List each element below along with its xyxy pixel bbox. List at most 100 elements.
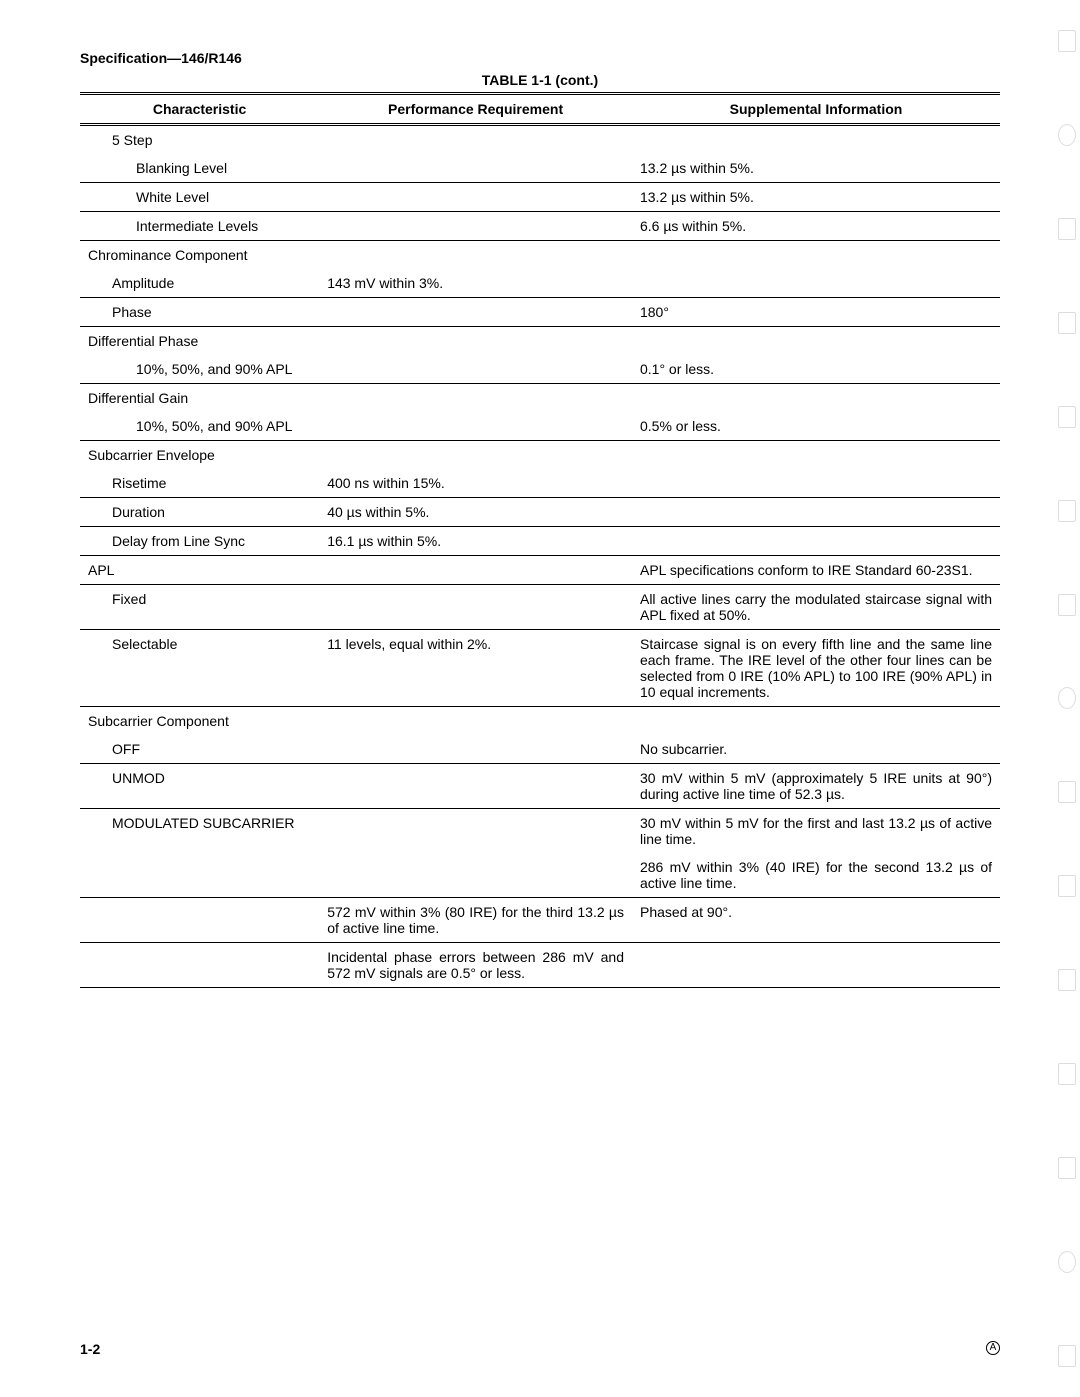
- row-modulated-subcarrier-4: Incidental phase errors between 286 mV a…: [80, 943, 1000, 988]
- cell-risetime: Risetime: [80, 469, 319, 498]
- table-header-row: Characteristic Performance Requirement S…: [80, 94, 1000, 125]
- col-performance-requirement: Performance Requirement: [319, 94, 632, 125]
- cell-empty: [319, 154, 632, 183]
- row-blanking-level: Blanking Level 13.2 µs within 5%.: [80, 154, 1000, 183]
- cell-unmod: UNMOD: [80, 764, 319, 809]
- cell-fixed: Fixed: [80, 585, 319, 630]
- cell-modulated-subcarrier-supp1: 30 mV within 5 mV for the first and last…: [632, 809, 1000, 854]
- row-subcarrier-envelope: Subcarrier Envelope: [80, 441, 1000, 470]
- row-differential-gain-apl: 10%, 50%, and 90% APL 0.5% or less.: [80, 412, 1000, 441]
- cell-intermediate-levels-supp: 6.6 µs within 5%.: [632, 212, 1000, 241]
- cell-modulated-subcarrier: MODULATED SUBCARRIER: [80, 809, 319, 854]
- cell-empty: [319, 327, 632, 356]
- cell-chrominance-component: Chrominance Component: [80, 241, 319, 270]
- cell-empty: [319, 707, 632, 736]
- edge-punch-marks: [1058, 30, 1076, 1367]
- cell-selectable: Selectable: [80, 630, 319, 707]
- cell-empty: [632, 527, 1000, 556]
- cell-modulated-subcarrier-supp3: Phased at 90°.: [632, 898, 1000, 943]
- row-off: OFF No subcarrier.: [80, 735, 1000, 764]
- cell-selectable-perf: 11 levels, equal within 2%.: [319, 630, 632, 707]
- row-intermediate-levels: Intermediate Levels 6.6 µs within 5%.: [80, 212, 1000, 241]
- row-fixed: Fixed All active lines carry the modulat…: [80, 585, 1000, 630]
- cell-differential-phase-supp: 0.1° or less.: [632, 355, 1000, 384]
- row-5-step: 5 Step: [80, 125, 1000, 155]
- cell-empty: [319, 183, 632, 212]
- spec-table: Characteristic Performance Requirement S…: [80, 92, 1000, 988]
- table-caption: TABLE 1-1 (cont.): [80, 72, 1000, 88]
- cell-white-level: White Level: [80, 183, 319, 212]
- cell-amplitude: Amplitude: [80, 269, 319, 298]
- cell-empty: [80, 898, 319, 943]
- cell-empty: [319, 764, 632, 809]
- row-white-level: White Level 13.2 µs within 5%.: [80, 183, 1000, 212]
- cell-blanking-level-supp: 13.2 µs within 5%.: [632, 154, 1000, 183]
- cell-empty: [319, 556, 632, 585]
- cell-empty: [632, 125, 1000, 155]
- cell-empty: [319, 212, 632, 241]
- row-modulated-subcarrier-1: MODULATED SUBCARRIER 30 mV within 5 mV f…: [80, 809, 1000, 854]
- cell-empty: [632, 469, 1000, 498]
- row-chrominance-component: Chrominance Component: [80, 241, 1000, 270]
- cell-differential-gain-apl: 10%, 50%, and 90% APL: [80, 412, 319, 441]
- row-duration: Duration 40 µs within 5%.: [80, 498, 1000, 527]
- row-modulated-subcarrier-3: 572 mV within 3% (80 IRE) for the third …: [80, 898, 1000, 943]
- cell-empty: [319, 298, 632, 327]
- cell-empty: [319, 412, 632, 441]
- cell-empty: [632, 943, 1000, 988]
- cell-empty: [80, 943, 319, 988]
- row-selectable: Selectable 11 levels, equal within 2%. S…: [80, 630, 1000, 707]
- col-characteristic: Characteristic: [80, 94, 319, 125]
- cell-empty: [632, 241, 1000, 270]
- row-differential-gain: Differential Gain: [80, 384, 1000, 413]
- page-number: 1-2: [80, 1341, 100, 1357]
- cell-empty: [632, 707, 1000, 736]
- spec-header: Specification—146/R146: [80, 50, 1000, 66]
- cell-fixed-supp: All active lines carry the modulated sta…: [632, 585, 1000, 630]
- cell-unmod-supp: 30 mV within 5 mV (approximately 5 IRE u…: [632, 764, 1000, 809]
- row-risetime: Risetime 400 ns within 15%.: [80, 469, 1000, 498]
- cell-empty: [319, 585, 632, 630]
- cell-delay-sync-perf: 16.1 µs within 5%.: [319, 527, 632, 556]
- cell-amplitude-perf: 143 mV within 3%.: [319, 269, 632, 298]
- cell-empty: [319, 384, 632, 413]
- cell-subcarrier-envelope: Subcarrier Envelope: [80, 441, 319, 470]
- cell-empty: [632, 498, 1000, 527]
- row-differential-phase-apl: 10%, 50%, and 90% APL 0.1° or less.: [80, 355, 1000, 384]
- cell-empty: [632, 269, 1000, 298]
- row-phase: Phase 180°: [80, 298, 1000, 327]
- revision-mark: A: [986, 1341, 1000, 1355]
- cell-risetime-perf: 400 ns within 15%.: [319, 469, 632, 498]
- cell-differential-gain-supp: 0.5% or less.: [632, 412, 1000, 441]
- cell-modulated-subcarrier-perf1: 572 mV within 3% (80 IRE) for the third …: [319, 898, 632, 943]
- cell-selectable-supp: Staircase signal is on every fifth line …: [632, 630, 1000, 707]
- row-delay-sync: Delay from Line Sync 16.1 µs within 5%.: [80, 527, 1000, 556]
- cell-differential-gain: Differential Gain: [80, 384, 319, 413]
- cell-differential-phase: Differential Phase: [80, 327, 319, 356]
- cell-intermediate-levels: Intermediate Levels: [80, 212, 319, 241]
- cell-phase: Phase: [80, 298, 319, 327]
- cell-5-step: 5 Step: [80, 125, 319, 155]
- cell-off-supp: No subcarrier.: [632, 735, 1000, 764]
- cell-modulated-subcarrier-perf2: Incidental phase errors between 286 mV a…: [319, 943, 632, 988]
- row-amplitude: Amplitude 143 mV within 3%.: [80, 269, 1000, 298]
- cell-white-level-supp: 13.2 µs within 5%.: [632, 183, 1000, 212]
- cell-apl-supp: APL specifications conform to IRE Standa…: [632, 556, 1000, 585]
- cell-empty: [80, 853, 319, 898]
- row-modulated-subcarrier-2: 286 mV within 3% (40 IRE) for the second…: [80, 853, 1000, 898]
- cell-empty: [319, 735, 632, 764]
- cell-empty: [319, 125, 632, 155]
- cell-empty: [632, 327, 1000, 356]
- cell-blanking-level: Blanking Level: [80, 154, 319, 183]
- cell-subcarrier-component: Subcarrier Component: [80, 707, 319, 736]
- row-differential-phase: Differential Phase: [80, 327, 1000, 356]
- cell-empty: [319, 441, 632, 470]
- cell-delay-sync: Delay from Line Sync: [80, 527, 319, 556]
- cell-duration-perf: 40 µs within 5%.: [319, 498, 632, 527]
- row-unmod: UNMOD 30 mV within 5 mV (approximately 5…: [80, 764, 1000, 809]
- cell-empty: [319, 241, 632, 270]
- cell-off: OFF: [80, 735, 319, 764]
- row-subcarrier-component: Subcarrier Component: [80, 707, 1000, 736]
- cell-duration: Duration: [80, 498, 319, 527]
- row-apl: APL APL specifications conform to IRE St…: [80, 556, 1000, 585]
